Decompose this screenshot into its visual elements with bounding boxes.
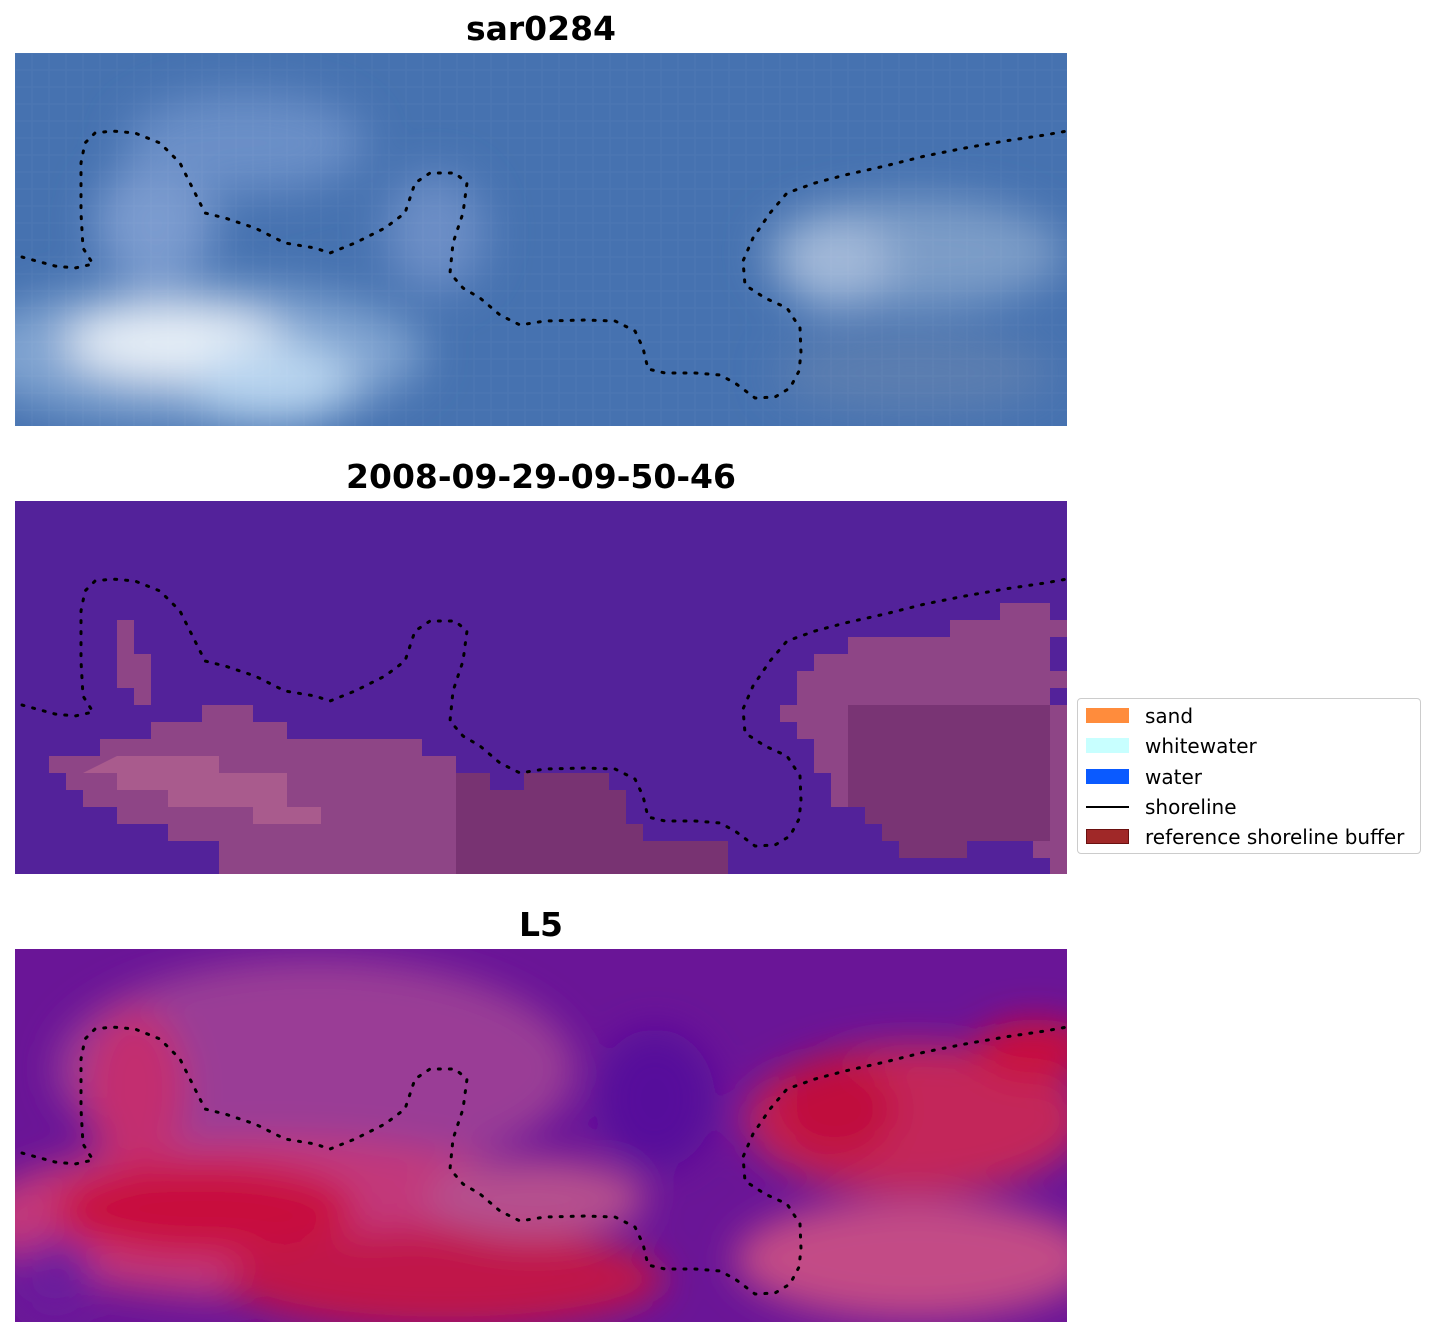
- legend-label-reference-buffer: reference shoreline buffer: [1145, 825, 1405, 849]
- legend-label-shoreline: shoreline: [1145, 795, 1237, 819]
- legend-label-water: water: [1145, 765, 1202, 789]
- classified-image: [15, 501, 1067, 874]
- legend-label-sand: sand: [1145, 704, 1194, 728]
- rgb-satellite-image: [15, 53, 1067, 426]
- panel-title-rgb: sar0284: [465, 9, 617, 48]
- panel-title-classification: 2008-09-29-09-50-46: [346, 457, 736, 496]
- legend-swatch-water: [1086, 769, 1129, 784]
- index-image: [15, 949, 1067, 1322]
- legend: sand whitewater water shoreline referenc…: [1077, 698, 1421, 854]
- legend-swatch-shoreline: [1086, 806, 1129, 808]
- legend-swatch-whitewater: [1086, 738, 1129, 753]
- legend-swatch-sand: [1086, 708, 1129, 723]
- legend-swatch-reference-buffer: [1086, 829, 1129, 844]
- legend-label-whitewater: whitewater: [1145, 734, 1257, 758]
- panel-title-index: L5: [519, 905, 563, 944]
